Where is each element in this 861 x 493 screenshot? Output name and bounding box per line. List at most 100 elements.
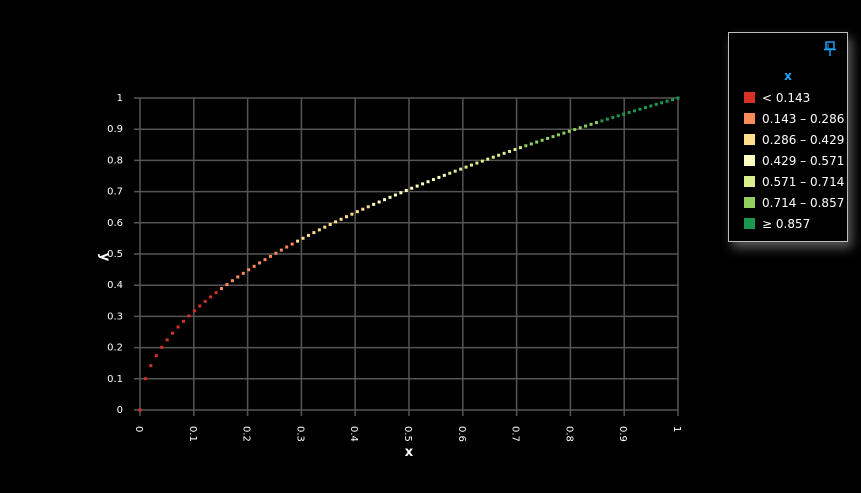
data-point[interactable] bbox=[421, 182, 425, 186]
data-point[interactable] bbox=[160, 345, 164, 349]
legend-item[interactable]: 0.143 – 0.286 bbox=[744, 108, 844, 129]
data-point[interactable] bbox=[171, 331, 175, 335]
data-point[interactable] bbox=[540, 138, 544, 142]
data-point[interactable] bbox=[220, 287, 224, 291]
data-point[interactable] bbox=[214, 291, 218, 295]
data-point[interactable] bbox=[268, 254, 272, 258]
data-point[interactable] bbox=[181, 319, 185, 323]
data-point[interactable] bbox=[383, 198, 387, 202]
data-point[interactable] bbox=[611, 116, 615, 120]
legend-item[interactable]: ≥ 0.857 bbox=[744, 213, 844, 234]
data-point[interactable] bbox=[230, 279, 234, 283]
data-point[interactable] bbox=[567, 129, 571, 133]
data-point[interactable] bbox=[258, 261, 262, 265]
data-point[interactable] bbox=[279, 248, 283, 252]
data-point[interactable] bbox=[475, 161, 479, 165]
data-point[interactable] bbox=[225, 283, 229, 287]
data-point[interactable] bbox=[334, 220, 338, 224]
data-point[interactable] bbox=[502, 151, 506, 155]
legend-item[interactable]: 0.286 – 0.429 bbox=[744, 129, 844, 150]
data-point[interactable] bbox=[236, 275, 240, 279]
legend-item[interactable]: 0.571 – 0.714 bbox=[744, 171, 844, 192]
data-point[interactable] bbox=[274, 251, 278, 255]
data-point[interactable] bbox=[605, 117, 609, 121]
data-point[interactable] bbox=[209, 295, 213, 299]
data-point[interactable] bbox=[399, 191, 403, 195]
data-point[interactable] bbox=[203, 299, 207, 303]
data-point[interactable] bbox=[638, 107, 642, 111]
data-point[interactable] bbox=[345, 215, 349, 219]
data-point[interactable] bbox=[339, 217, 343, 221]
data-point[interactable] bbox=[138, 408, 142, 412]
data-point[interactable] bbox=[513, 148, 517, 152]
legend-item[interactable]: 0.429 – 0.571 bbox=[744, 150, 844, 171]
data-point[interactable] bbox=[415, 184, 419, 188]
data-point[interactable] bbox=[404, 188, 408, 192]
data-point[interactable] bbox=[192, 309, 196, 313]
data-point[interactable] bbox=[469, 163, 473, 167]
data-point[interactable] bbox=[551, 135, 555, 139]
data-point[interactable] bbox=[361, 207, 365, 211]
data-point[interactable] bbox=[393, 193, 397, 197]
data-point[interactable] bbox=[546, 136, 550, 140]
data-point[interactable] bbox=[524, 144, 528, 148]
data-point[interactable] bbox=[486, 157, 490, 161]
data-point[interactable] bbox=[263, 258, 267, 262]
data-point[interactable] bbox=[508, 149, 512, 153]
data-point[interactable] bbox=[149, 364, 153, 368]
data-point[interactable] bbox=[480, 159, 484, 163]
data-point[interactable] bbox=[622, 112, 626, 116]
data-point[interactable] bbox=[594, 121, 598, 125]
data-point[interactable] bbox=[312, 231, 316, 235]
data-point[interactable] bbox=[497, 153, 501, 157]
legend-item[interactable]: 0.714 – 0.857 bbox=[744, 192, 844, 213]
data-point[interactable] bbox=[627, 111, 631, 115]
data-point[interactable] bbox=[252, 264, 256, 268]
data-point[interactable] bbox=[584, 124, 588, 128]
data-point[interactable] bbox=[426, 180, 430, 184]
data-point[interactable] bbox=[431, 178, 435, 182]
pin-icon[interactable] bbox=[823, 41, 837, 57]
data-point[interactable] bbox=[143, 377, 147, 381]
data-point[interactable] bbox=[491, 155, 495, 159]
data-point[interactable] bbox=[176, 325, 180, 329]
data-point[interactable] bbox=[643, 106, 647, 110]
data-point[interactable] bbox=[366, 205, 370, 209]
data-point[interactable] bbox=[578, 126, 582, 130]
data-point[interactable] bbox=[676, 96, 680, 100]
data-point[interactable] bbox=[285, 245, 289, 249]
data-point[interactable] bbox=[556, 133, 560, 137]
data-point[interactable] bbox=[437, 175, 441, 179]
data-point[interactable] bbox=[459, 167, 463, 171]
data-point[interactable] bbox=[562, 131, 566, 135]
data-point[interactable] bbox=[306, 233, 310, 237]
data-point[interactable] bbox=[448, 171, 452, 175]
data-point[interactable] bbox=[600, 119, 604, 123]
data-point[interactable] bbox=[328, 222, 332, 226]
data-point[interactable] bbox=[589, 122, 593, 126]
data-point[interactable] bbox=[442, 173, 446, 177]
data-point[interactable] bbox=[616, 114, 620, 118]
data-point[interactable] bbox=[317, 228, 321, 232]
data-point[interactable] bbox=[247, 268, 251, 272]
data-point[interactable] bbox=[518, 146, 522, 150]
data-point[interactable] bbox=[388, 195, 392, 199]
data-point[interactable] bbox=[350, 212, 354, 216]
data-point[interactable] bbox=[573, 128, 577, 132]
data-point[interactable] bbox=[154, 354, 158, 358]
data-point[interactable] bbox=[660, 101, 664, 105]
data-point[interactable] bbox=[323, 225, 327, 229]
data-point[interactable] bbox=[671, 98, 675, 102]
data-point[interactable] bbox=[301, 236, 305, 240]
data-point[interactable] bbox=[165, 338, 169, 342]
data-point[interactable] bbox=[296, 239, 300, 243]
data-point[interactable] bbox=[377, 200, 381, 204]
data-point[interactable] bbox=[535, 140, 539, 144]
data-point[interactable] bbox=[529, 142, 533, 146]
data-point[interactable] bbox=[290, 242, 294, 246]
data-point[interactable] bbox=[410, 186, 414, 190]
data-point[interactable] bbox=[241, 271, 245, 275]
data-point[interactable] bbox=[654, 102, 658, 106]
data-point[interactable] bbox=[453, 169, 457, 173]
data-point[interactable] bbox=[355, 210, 359, 214]
